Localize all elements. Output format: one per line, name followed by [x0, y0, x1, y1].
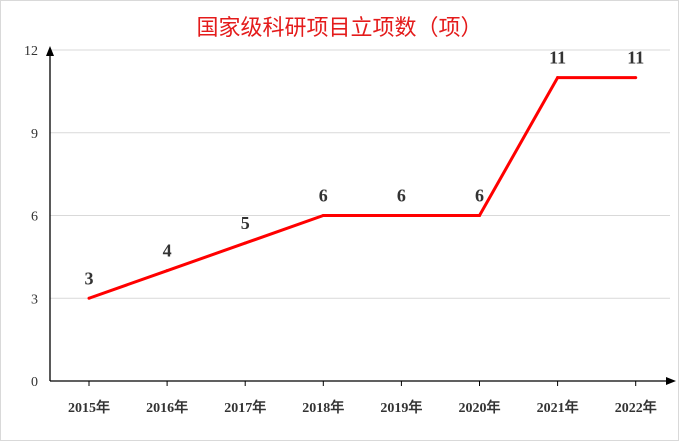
data-point [165, 269, 169, 273]
y-axis-arrow [46, 46, 54, 56]
y-tick-label: 9 [31, 127, 38, 142]
chart-title: 国家级科研项目立项数（项） [196, 16, 483, 41]
data-label: 5 [241, 213, 250, 233]
y-tick-label: 0 [31, 375, 38, 390]
data-point [556, 76, 560, 80]
grid-lines [50, 49, 670, 299]
axes [46, 46, 676, 386]
data-label: 3 [85, 268, 94, 288]
x-tick-label: 2019年 [380, 399, 422, 416]
data-point [478, 214, 481, 217]
x-axis-tick-labels: 2015年 2016年 2017年 2018年 2019年 2020年 2021年 2022年 [68, 399, 657, 416]
data-point [87, 296, 91, 300]
y-tick-label: 3 [31, 292, 38, 307]
y-tick-label: 12 [24, 44, 38, 59]
x-axis-arrow [666, 377, 676, 385]
data-point [399, 214, 403, 217]
x-tick-label: 2021年 [537, 399, 579, 416]
data-label: 6 [475, 186, 484, 206]
x-tick-label: 2017年 [224, 399, 266, 416]
x-tick-label: 2020年 [459, 399, 501, 416]
data-label: 11 [627, 48, 644, 68]
data-point [634, 76, 638, 80]
y-tick-label: 6 [31, 210, 38, 225]
x-tick-label: 2022年 [615, 399, 657, 416]
data-point [321, 214, 325, 217]
data-label: 4 [163, 241, 172, 261]
x-tick-label: 2015年 [68, 399, 110, 416]
data-label: 11 [549, 48, 566, 68]
series-lines [87, 76, 638, 300]
data-point [243, 241, 247, 245]
x-tick-label: 2018年 [302, 399, 344, 416]
data-label: 6 [397, 186, 406, 206]
data-labels: 3 4 5 6 6 6 11 11 [85, 48, 645, 289]
series-line [88, 76, 636, 300]
y-axis-tick-labels: 0 3 6 9 12 [24, 44, 38, 390]
data-label: 6 [319, 186, 328, 206]
x-tick-label: 2016年 [146, 399, 188, 416]
